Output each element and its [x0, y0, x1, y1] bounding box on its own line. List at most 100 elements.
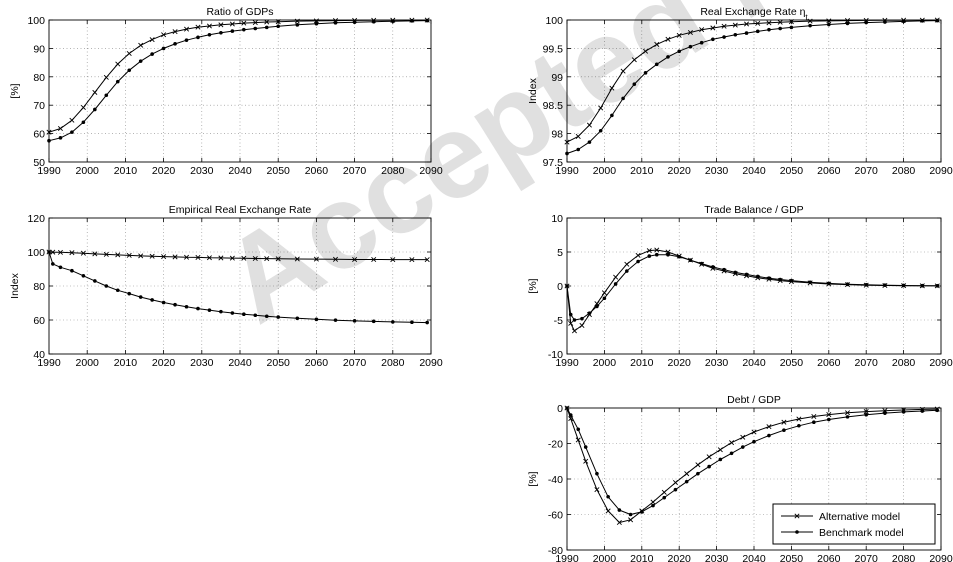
y-tick-label: 60 [33, 129, 45, 141]
data-point-x-marker [161, 32, 167, 38]
data-point-x-marker [624, 261, 630, 267]
data-point-dot-marker [636, 259, 640, 264]
data-point-x-marker [103, 74, 109, 80]
y-tick-label: 10 [551, 213, 563, 225]
data-point-dot-marker [740, 445, 745, 449]
data-point-x-marker [732, 22, 738, 28]
data-point-x-marker [46, 129, 52, 135]
x-tick-label: 2080 [892, 357, 916, 369]
data-point-x-marker [80, 250, 86, 256]
data-point-dot-marker [138, 295, 143, 299]
data-point-dot-marker [767, 433, 771, 438]
data-point-dot-marker [935, 408, 940, 413]
data-point-dot-marker [219, 30, 223, 35]
data-point-dot-marker [587, 311, 592, 316]
data-point-x-marker [796, 416, 802, 422]
data-point-dot-marker [621, 96, 625, 101]
data-point-x-marker [721, 23, 727, 29]
data-point-dot-marker [196, 306, 200, 311]
data-point-dot-marker [276, 315, 281, 319]
data-point-dot-marker [352, 319, 357, 323]
data-point-dot-marker [827, 281, 831, 286]
data-point-dot-marker [173, 42, 177, 46]
data-point-dot-marker [230, 311, 235, 315]
x-tick-label: 2010 [630, 553, 654, 562]
data-point-dot-marker [901, 19, 906, 24]
data-point-x-marker [149, 37, 155, 43]
data-point-x-marker [184, 26, 190, 32]
data-point-x-marker [807, 18, 813, 24]
x-tick-label: 2030 [705, 553, 729, 562]
y-axis-label: Index [527, 77, 539, 103]
data-point-x-marker [390, 257, 396, 263]
data-point-dot-marker [733, 32, 738, 37]
x-tick-label: 2070 [343, 357, 367, 369]
data-point-x-marker [332, 256, 339, 262]
chart-tb: 1990 2000 2010 2020 2030 2040 2050 2060 2070 2080… [527, 204, 953, 369]
chart-rer: 1990 2000 2010 2020 2030 2040 2050 2060 2070 2080… [527, 6, 953, 177]
data-point-x-marker [684, 471, 690, 477]
y-tick-label: 5 [557, 247, 563, 259]
data-point-x-marker [92, 251, 98, 257]
data-point-x-marker [863, 409, 869, 415]
data-point-x-marker [57, 249, 63, 255]
data-point-dot-marker [47, 250, 51, 254]
y-tick-label: -80 [548, 545, 563, 557]
data-point-x-marker [631, 57, 637, 63]
data-point-dot-marker [812, 420, 816, 425]
data-point-dot-marker [276, 24, 281, 29]
data-point-x-marker [613, 274, 619, 280]
y-tick-label: 40 [33, 349, 45, 361]
y-tick-label: 90 [33, 43, 45, 55]
x-tick-label: 2000 [593, 357, 617, 369]
data-point-x-marker [313, 18, 319, 24]
data-point-dot-marker [565, 406, 569, 410]
data-point-dot-marker [827, 22, 831, 27]
data-point-dot-marker [595, 471, 599, 476]
data-point-dot-marker [789, 25, 794, 30]
x-tick-label: 2080 [381, 357, 405, 369]
x-tick-label: 2070 [343, 165, 367, 177]
data-point-x-marker [172, 29, 178, 35]
data-point-dot-marker [115, 288, 120, 293]
y-tick-label: 80 [33, 281, 45, 293]
data-point-x-marker [57, 125, 63, 132]
data-point-x-marker [740, 434, 746, 440]
x-tick-label: 2020 [668, 165, 692, 177]
data-point-x-marker [744, 21, 750, 27]
data-point-dot-marker [580, 316, 584, 321]
y-tick-label: 0 [557, 403, 563, 415]
data-point-x-marker [575, 437, 581, 443]
x-tick-label: 2000 [593, 553, 617, 562]
data-point-dot-marker [127, 68, 132, 73]
data-point-dot-marker [625, 269, 629, 273]
data-point-dot-marker [935, 283, 940, 288]
data-point-dot-marker [81, 274, 86, 278]
data-point-dot-marker [253, 26, 258, 31]
data-point-x-marker [628, 517, 634, 523]
y-tick-label: 99 [551, 72, 563, 84]
data-point-dot-marker [610, 113, 614, 118]
data-point-dot-marker [253, 313, 258, 318]
data-point-x-marker [616, 519, 622, 526]
data-point-dot-marker [666, 252, 670, 257]
data-point-x-marker [126, 252, 132, 258]
x-tick-label: 2050 [267, 165, 291, 177]
data-point-dot-marker [613, 282, 618, 286]
data-point-x-marker [69, 117, 75, 123]
data-point-dot-marker [845, 282, 850, 287]
data-point-dot-marker [778, 277, 782, 282]
x-tick-label: 2000 [76, 357, 100, 369]
data-point-x-marker [568, 320, 574, 326]
x-tick-label: 1990 [555, 357, 579, 369]
data-point-dot-marker [264, 25, 269, 30]
data-point-dot-marker [138, 59, 143, 63]
y-tick-label: 60 [33, 315, 45, 327]
x-tick-label: 2050 [267, 357, 291, 369]
data-point-dot-marker [352, 20, 357, 25]
data-point-dot-marker [827, 417, 831, 422]
data-point-dot-marker [767, 276, 771, 280]
data-point-dot-marker [744, 272, 749, 277]
y-tick-label: 50 [33, 157, 45, 169]
data-point-x-marker [643, 48, 649, 54]
